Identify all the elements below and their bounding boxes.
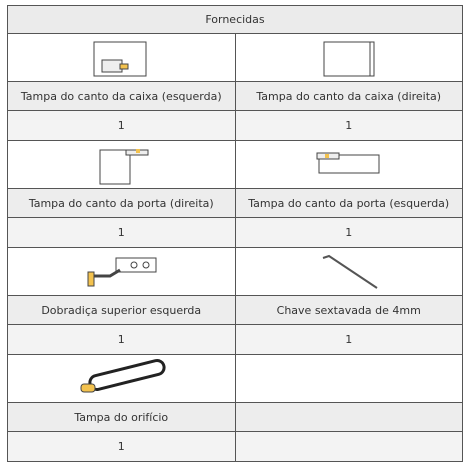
parts-table: Fornecidas Tampa do canto da caixa (esqu… [7,5,463,462]
part-image [316,152,380,173]
image-cell [7,33,236,82]
empty-cell [234,431,463,462]
image-cell [234,33,463,82]
image-cell [234,247,463,296]
item-quantity: 1 [7,324,236,355]
item-label: Chave sextavada de 4mm [234,295,463,325]
part-image [323,41,375,76]
page: Fornecidas Tampa do canto da caixa (esqu… [7,5,463,462]
image-cell [234,140,463,189]
item-quantity: 1 [7,431,236,462]
empty-cell [234,354,463,403]
item-quantity: 1 [234,110,463,141]
item-label: Tampa do orifício [7,402,236,432]
part-image [93,41,147,76]
item-quantity: 1 [234,217,463,248]
item-label: Tampa do canto da caixa (direita) [234,81,463,111]
part-image [80,358,166,392]
empty-cell [234,402,463,432]
part-image [322,254,378,289]
table-header: Fornecidas [7,5,463,34]
item-quantity: 1 [7,217,236,248]
part-image [87,257,157,286]
item-label: Tampa do canto da caixa (esquerda) [7,81,236,111]
image-cell [7,354,236,403]
image-cell [7,140,236,189]
image-cell [7,247,236,296]
item-label: Tampa do canto da porta (esquerda) [234,188,463,218]
item-quantity: 1 [234,324,463,355]
item-quantity: 1 [7,110,236,141]
part-image [99,148,149,184]
item-label: Tampa do canto da porta (direita) [7,188,236,218]
item-label: Dobradiça superior esquerda [7,295,236,325]
